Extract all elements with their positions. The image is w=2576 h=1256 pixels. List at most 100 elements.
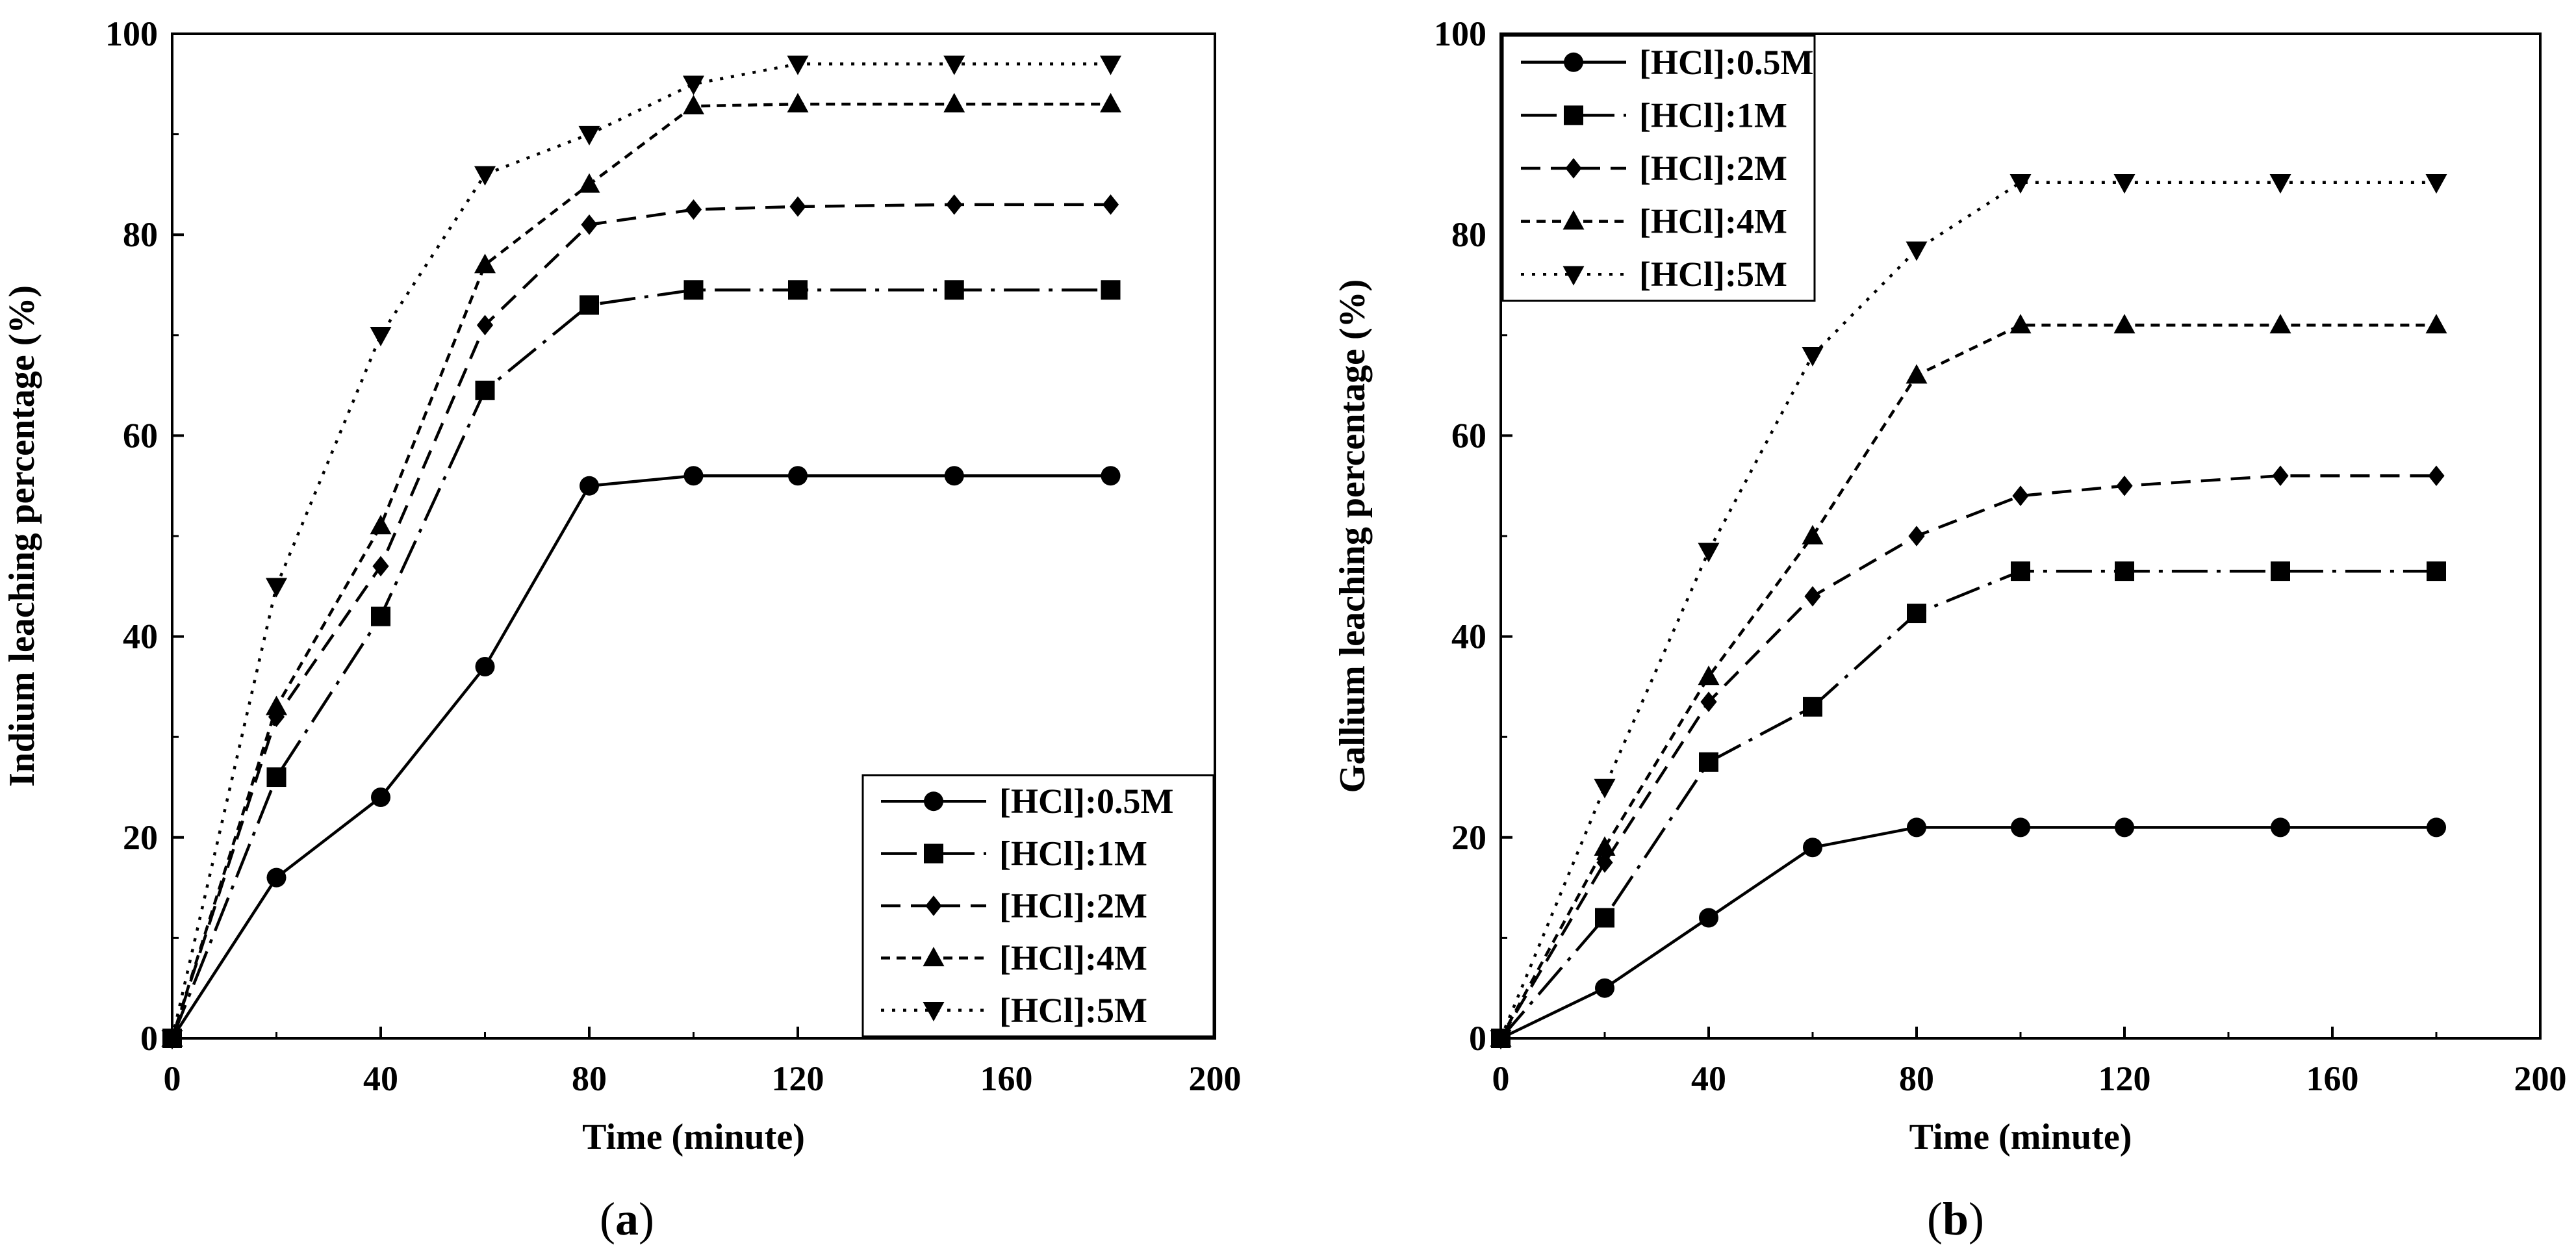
data-point [2011, 561, 2030, 582]
data-point [1102, 194, 1119, 215]
legend-label: [HCl]:1M [999, 834, 1147, 873]
x-tick-label: 40 [1691, 1059, 1726, 1098]
data-point [943, 55, 965, 75]
data-point [371, 606, 390, 626]
data-point [2271, 817, 2290, 838]
x-tick-label: 40 [363, 1059, 398, 1098]
data-point [370, 515, 392, 535]
legend-label: [HCl]:2M [999, 886, 1147, 925]
data-point [944, 466, 964, 486]
data-point [1907, 604, 1926, 624]
data-point [2427, 561, 2446, 582]
data-point [2269, 174, 2291, 194]
y-tick-label: 20 [123, 818, 158, 857]
data-point [1802, 524, 1824, 545]
data-point [946, 194, 963, 215]
data-point [1906, 364, 1928, 384]
y-tick-label: 100 [105, 14, 158, 53]
legend-marker [1564, 105, 1583, 125]
legend: [HCl]:0.5M [HCl]:1M [HCl]:2M [HCl]:4M [HCl]:… [1501, 34, 1816, 302]
y-tick-label: 60 [1451, 416, 1486, 455]
data-point [1802, 346, 1824, 366]
x-tick-label: 120 [772, 1059, 824, 1098]
legend-label: [HCl]:4M [999, 938, 1147, 977]
legend-marker [924, 791, 943, 812]
data-point [2113, 314, 2136, 334]
data-point [581, 214, 598, 235]
y-axis-label: Indium leaching percentage (%) [2, 285, 42, 787]
legend-marker [1565, 158, 1582, 179]
legend-marker [924, 843, 943, 864]
data-point [161, 1030, 183, 1050]
legend-label: [HCl]:5M [999, 991, 1147, 1030]
legend-marker [923, 1002, 945, 1022]
series-triangle-up [161, 92, 1121, 1047]
data-point [683, 75, 704, 96]
y-tick-label: 0 [140, 1019, 158, 1058]
data-point [1699, 752, 1718, 772]
data-point [943, 92, 965, 112]
data-point [1804, 586, 1821, 607]
x-tick-label: 200 [1189, 1059, 1242, 1098]
data-point [683, 95, 704, 115]
x-tick-label: 200 [2514, 1059, 2567, 1098]
data-point [2009, 174, 2032, 194]
data-point [787, 55, 809, 75]
legend-marker [923, 947, 945, 967]
data-point [2012, 485, 2029, 506]
series-line [1499, 181, 2436, 1039]
data-point [1698, 543, 1720, 563]
data-point [476, 314, 494, 336]
data-point [475, 656, 495, 676]
data-point [2269, 314, 2291, 334]
x-tick-label: 160 [980, 1059, 1033, 1098]
legend: [HCl]:0.5M [HCl]:1M [HCl]:2M [HCl]:4M [HCl]:… [861, 774, 1215, 1038]
y-tick-label: 20 [1451, 818, 1486, 857]
y-tick-label: 40 [123, 617, 158, 656]
x-axis-label: Time (minute) [582, 1117, 805, 1157]
series-line [1499, 474, 2436, 1040]
data-point [1594, 778, 1616, 799]
data-point [787, 92, 809, 112]
data-point [1803, 697, 1822, 717]
data-point [1101, 466, 1121, 486]
data-point [474, 253, 496, 274]
legend-label: [HCl]:0.5M [999, 782, 1173, 821]
x-axis-label: Time (minute) [1909, 1117, 2132, 1157]
y-tick-label: 60 [123, 416, 158, 455]
data-point [683, 280, 704, 300]
legend-marker [1562, 210, 1585, 230]
data-point [580, 295, 599, 315]
data-point [788, 280, 808, 300]
series-diamond [1492, 465, 2445, 1049]
x-tick-label: 0 [1492, 1059, 1510, 1098]
x-tick-label: 0 [164, 1059, 181, 1098]
legend-label: [HCl]:5M [1639, 255, 1787, 294]
data-point [683, 466, 704, 486]
data-point [2115, 817, 2134, 838]
data-point [2425, 174, 2447, 194]
data-point [2113, 174, 2136, 194]
data-point [1803, 838, 1822, 858]
data-point [372, 556, 389, 577]
data-point [2115, 561, 2134, 582]
series-circle [1491, 817, 2446, 1048]
data-point [1698, 665, 1720, 686]
chart-panel-a: 0 40 80 120 160 200 0 20 40 60 80 100 Time (minute) I… [2, 14, 1242, 1245]
data-point [1100, 92, 1121, 112]
data-point [475, 380, 495, 400]
legend-label: [HCl]:1M [1639, 96, 1787, 135]
data-point [370, 327, 392, 347]
data-point [1100, 55, 1121, 75]
data-point [266, 578, 287, 598]
x-tick-label: 80 [1899, 1059, 1934, 1098]
data-point [788, 466, 808, 486]
y-tick-label: 40 [1451, 617, 1486, 656]
series-triangle-up [1490, 314, 2447, 1047]
data-point [944, 280, 964, 300]
data-point [2272, 465, 2289, 486]
legend-marker [925, 895, 942, 916]
data-point [580, 476, 599, 496]
data-point [2428, 465, 2445, 486]
